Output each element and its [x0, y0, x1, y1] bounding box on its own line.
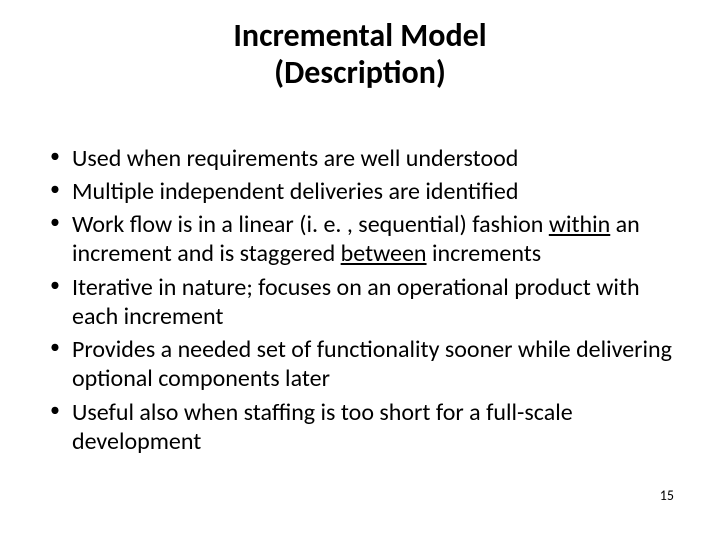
list-item: Multiple independent deliveries are iden…	[72, 177, 684, 206]
list-item: Used when requirements are well understo…	[72, 144, 684, 173]
bullet-text: Iterative in nature; focuses on an opera…	[72, 273, 640, 331]
bullet-text-underline: between	[341, 239, 427, 268]
bullet-text-part: Work flow is in a linear (i. e. , sequen…	[72, 210, 549, 239]
list-item: Useful also when staffing is too short f…	[72, 398, 684, 457]
bullet-text: Useful also when staffing is too short f…	[72, 398, 573, 456]
bullet-text: Provides a needed set of functionality s…	[72, 335, 672, 393]
slide: Incremental Model (Description) Used whe…	[0, 0, 720, 540]
title-line-1: Incremental Model	[233, 16, 486, 55]
bullet-text-underline: within	[549, 210, 610, 239]
page-number: 15	[660, 487, 674, 504]
list-item: Iterative in nature; focuses on an opera…	[72, 273, 684, 332]
bullet-text: Multiple independent deliveries are iden…	[72, 177, 518, 206]
list-item: Work flow is in a linear (i. e. , sequen…	[72, 210, 684, 269]
title-line-2: (Description)	[274, 53, 446, 92]
bullet-text-part: increments	[427, 239, 542, 268]
bullet-list: Used when requirements are well understo…	[36, 144, 684, 457]
bullet-text: Used when requirements are well understo…	[72, 144, 518, 173]
list-item: Provides a needed set of functionality s…	[72, 335, 684, 394]
slide-title: Incremental Model (Description)	[80, 18, 640, 92]
